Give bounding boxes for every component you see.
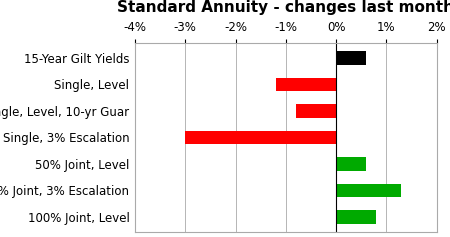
Bar xyxy=(336,184,401,197)
Bar xyxy=(296,104,336,118)
Title: Standard Annuity - changes last month: Standard Annuity - changes last month xyxy=(117,0,450,15)
Bar xyxy=(336,210,376,224)
Bar xyxy=(336,51,366,64)
Bar xyxy=(336,157,366,171)
Bar xyxy=(185,131,336,144)
Bar xyxy=(276,78,336,91)
